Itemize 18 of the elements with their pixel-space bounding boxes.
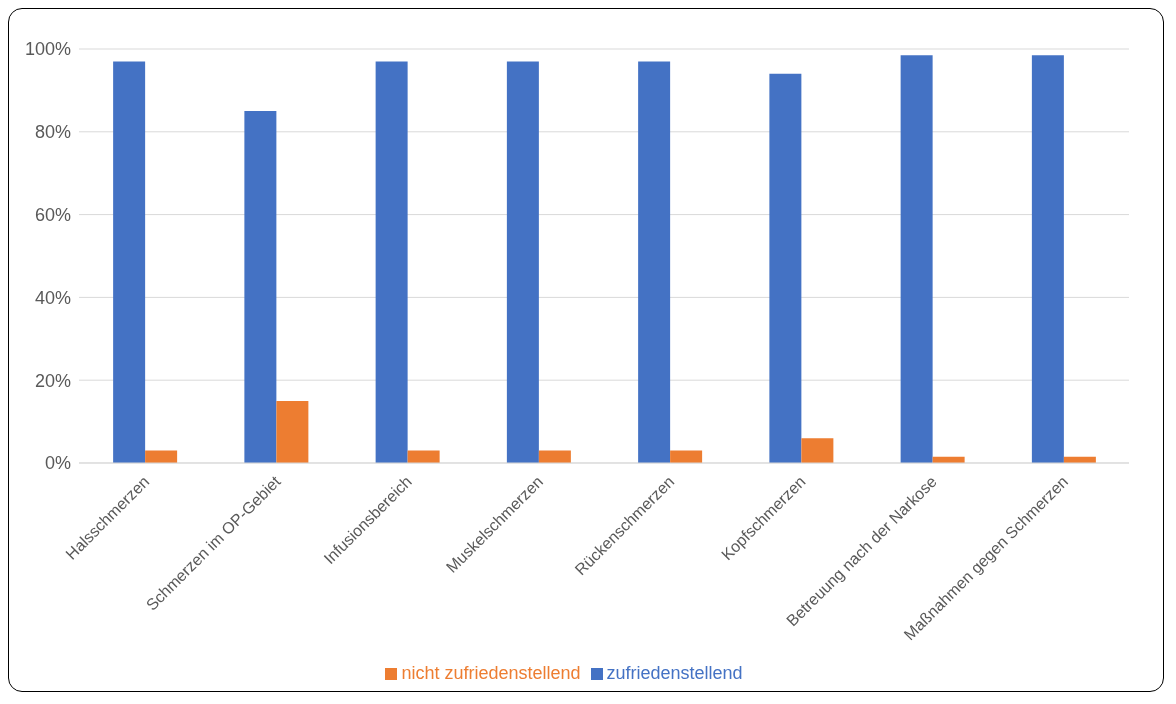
bar (1031, 55, 1064, 463)
bar (276, 400, 309, 463)
y-tick-label: 20% (34, 370, 71, 391)
bar (801, 438, 834, 463)
bar (769, 73, 802, 463)
y-tick-label: 40% (34, 287, 71, 308)
y-tick-label: 100% (24, 39, 71, 60)
y-tick-label: 60% (34, 204, 71, 225)
y-tick-label: 80% (34, 122, 71, 143)
bar (244, 111, 277, 463)
bar (506, 61, 539, 463)
bar (638, 61, 671, 463)
legend-label: zufriedenstellend (606, 663, 743, 683)
bar (113, 61, 146, 463)
bar (900, 55, 933, 463)
y-tick-label: 0% (44, 453, 71, 474)
bar (375, 61, 408, 463)
legend-label: nicht zufriedenstellend (401, 663, 581, 683)
